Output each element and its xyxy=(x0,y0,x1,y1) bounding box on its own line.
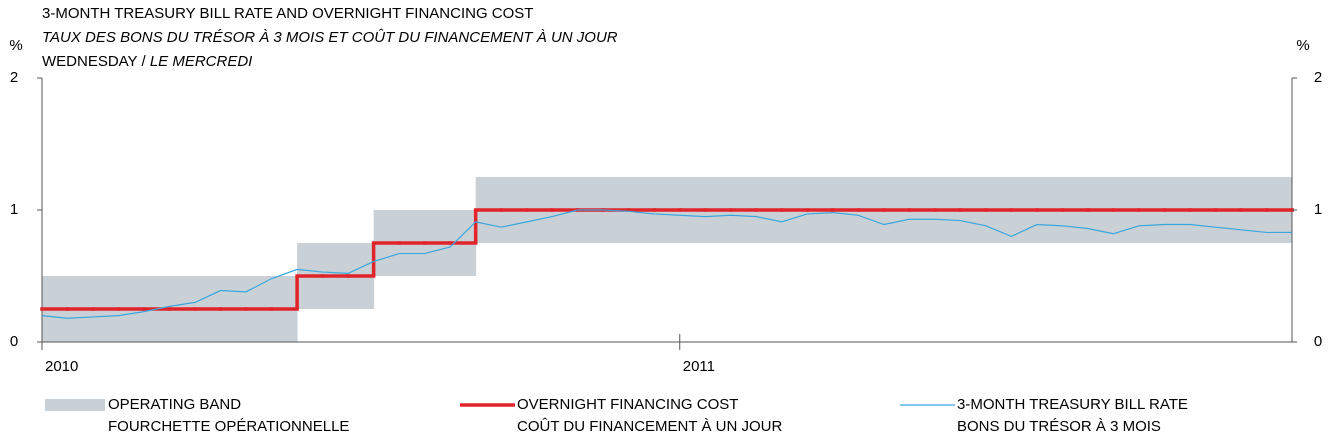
legend-label-fr: BONS DU TRÉSOR À 3 MOIS xyxy=(957,418,1161,435)
legend-label-fr: COÛT DU FINANCEMENT À UN JOUR xyxy=(517,418,782,435)
y2-tick-label: 2 xyxy=(1314,69,1322,86)
legend-label: 3-MONTH TREASURY BILL RATE xyxy=(957,396,1188,413)
y-tick-label: 1 xyxy=(10,201,18,218)
y-tick-label: 2 xyxy=(10,69,18,86)
legend-label: OVERNIGHT FINANCING COST xyxy=(517,396,738,413)
note-en: WEDNESDAY / xyxy=(42,53,146,70)
legend-label-fr: FOURCHETTE OPÉRATIONNELLE xyxy=(108,418,349,435)
note-fr: LE MERCREDI xyxy=(150,53,253,70)
y2-tick-label: 1 xyxy=(1314,201,1322,218)
x-tick-label: 2011 xyxy=(683,358,715,375)
chart-note: WEDNESDAY / LE MERCREDI xyxy=(42,53,252,70)
legend-swatch xyxy=(45,399,105,411)
chart-subtitle: TAUX DES BONS DU TRÉSOR À 3 MOIS ET COÛT… xyxy=(42,29,618,46)
y-tick-label: 0 xyxy=(10,333,18,350)
y-unit: % xyxy=(9,37,22,54)
chart-title: 3-MONTH TREASURY BILL RATE AND OVERNIGHT… xyxy=(42,5,533,22)
legend-label: OPERATING BAND xyxy=(108,396,241,413)
y2-unit: % xyxy=(1296,37,1309,54)
x-tick-label: 2010 xyxy=(45,358,78,375)
y2-tick-label: 0 xyxy=(1314,333,1322,350)
tbill-line xyxy=(41,209,1292,319)
